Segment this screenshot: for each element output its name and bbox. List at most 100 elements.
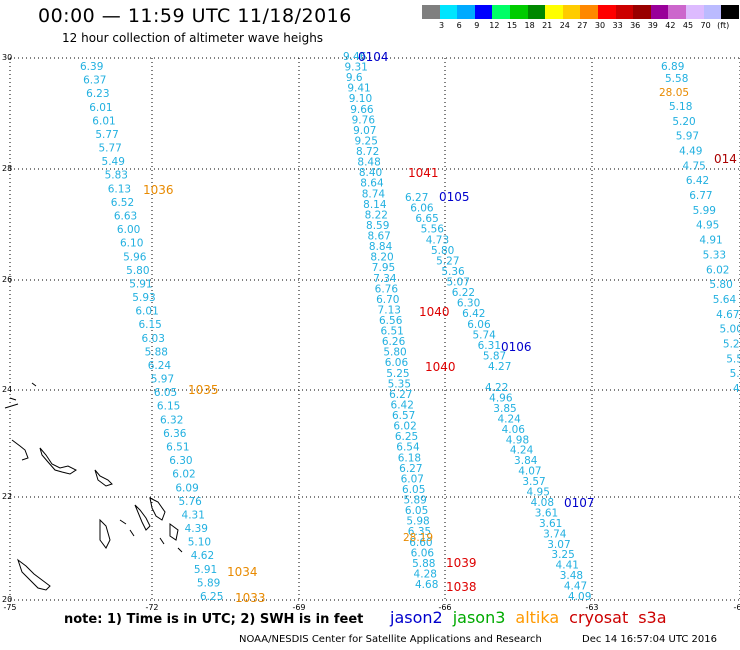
track2-value: 9.25 — [355, 135, 378, 147]
track2-value: 6.18 — [398, 452, 421, 464]
track2-value: 6.02 — [393, 421, 416, 433]
track2-value: 6.35 — [408, 526, 431, 538]
colorbar-cell — [439, 5, 458, 19]
track2-value: 5.35 — [388, 378, 411, 390]
track5-value: 5.97 — [676, 131, 699, 143]
track1-value: 4.31 — [182, 509, 205, 521]
track4-value: 4.98 — [506, 434, 529, 446]
track2-value: 6.60 — [409, 537, 432, 549]
colorbar-cell — [597, 5, 616, 19]
track5-value: 5.58 — [665, 73, 688, 85]
track2-value: 6.56 — [379, 315, 403, 327]
map-subtitle: 12 hour collection of altimeter wave hei… — [62, 31, 324, 45]
track3-value: 6.27 — [405, 192, 428, 204]
track4-value: 3.74 — [543, 528, 567, 540]
track5-value: 5.2 — [723, 338, 740, 350]
colorbar-label: 70 — [700, 21, 711, 30]
track2-value: 8.48 — [357, 157, 380, 169]
cycle-label-014: 014 — [714, 152, 737, 166]
lat-tick-label: 20 — [2, 595, 12, 604]
track2-value: 9.46 — [343, 51, 367, 63]
track5-value: 5.64 — [713, 294, 737, 306]
track1-value: 6.39 — [80, 61, 103, 73]
lat-lon-grid: 30 28 26 24 22 20-75 -72 -69 -66 -63 -60 — [2, 53, 740, 612]
legend-s3a: s3a — [638, 608, 667, 627]
track3-value: 6.06 — [410, 203, 434, 215]
map-title: 00:00 — 11:59 UTC 11/18/2016 — [38, 5, 352, 27]
lat-tick-label: 26 — [2, 275, 12, 284]
track1-value: 6.09 — [175, 482, 198, 494]
legend-jason3: jason3 — [452, 608, 506, 627]
track1-value: 6.13 — [108, 183, 131, 195]
track2-value: 5.25 — [386, 368, 409, 380]
track2-value: 6.06 — [411, 547, 435, 559]
colorbar-label: (ft) — [717, 21, 730, 30]
cycle-label-1034: 1034 — [227, 565, 258, 579]
track2-value: 6.27 — [389, 389, 412, 401]
track3-value: 6.42 — [462, 308, 485, 320]
colorbar-label: 3 — [439, 21, 445, 30]
colorbar-label: 30 — [594, 21, 606, 30]
track2-value: 8.67 — [367, 231, 390, 243]
track3-value: 6.22 — [452, 287, 475, 299]
color-scale-bar — [422, 5, 739, 19]
track2-value: 9.66 — [350, 104, 374, 116]
track4-value: 3.57 — [522, 476, 545, 488]
legend-altika: altika — [515, 608, 560, 627]
track4-value: 4.06 — [502, 424, 526, 436]
track5-value: 4.49 — [679, 146, 702, 158]
colorbar-cell — [492, 5, 510, 19]
track2-value: 7.95 — [372, 262, 395, 274]
track2-value: 4.68 — [415, 579, 438, 591]
track1-value: 6.36 — [163, 428, 187, 440]
track2-value-altika: 28.19 — [403, 532, 433, 544]
track5-value: 4.67 — [716, 309, 739, 321]
colorbar-label: 27 — [577, 21, 588, 30]
track1-value: 5.93 — [132, 292, 155, 304]
track2-value: 8.59 — [366, 220, 389, 232]
footer-note: note: 1) Time is in UTC; 2) SWH is in fe… — [64, 612, 364, 627]
track5-value: 6.89 — [661, 61, 684, 73]
track3-value: 5.80 — [431, 245, 454, 257]
track5-value: 4.75 — [682, 160, 705, 172]
cycle-label-1039: 1039 — [446, 556, 477, 570]
track5-value: 6.42 — [686, 175, 709, 187]
track1-value: 5.91 — [129, 278, 152, 290]
track2-value: 6.42 — [391, 399, 414, 411]
track2-value: 6.06 — [385, 357, 409, 369]
track3-value: 4.73 — [426, 234, 449, 246]
track2-value: 6.25 — [395, 431, 418, 443]
track1-value: 6.37 — [83, 75, 106, 87]
lon-tick-label: -66 — [438, 603, 451, 612]
lon-tick-label: -75 — [3, 603, 16, 612]
track4-value: 3.61 — [535, 507, 558, 519]
track1-value: 5.10 — [188, 537, 211, 549]
track1-value: 5.97 — [151, 374, 174, 386]
track1-value: 5.76 — [178, 496, 202, 508]
track2-value: 6.76 — [375, 283, 399, 295]
track2-value: 6.05 — [402, 484, 425, 496]
track4-value: 3.07 — [547, 539, 570, 551]
cycle-label-1040b: 1040 — [425, 360, 456, 374]
lon-tick-label: -60 — [733, 603, 740, 612]
track4-value: 4.41 — [556, 560, 579, 572]
track3-value: 6.06 — [467, 319, 491, 331]
cycle-label-0107: 0107 — [564, 496, 595, 510]
colorbar-cell — [615, 5, 634, 19]
track1-value: 5.89 — [197, 577, 220, 589]
track1-value: 6.01 — [135, 306, 158, 318]
lon-tick-label: -69 — [292, 603, 305, 612]
cycle-label-1040a: 1040 — [419, 305, 450, 319]
colorbar-cell — [668, 5, 686, 19]
track2-value: 9.41 — [347, 83, 370, 95]
track1-value: 6.23 — [86, 88, 109, 100]
cycle-label-0104: 0104 — [358, 50, 389, 64]
track1-value: 5.49 — [102, 156, 125, 168]
track1-value: 6.63 — [114, 210, 137, 222]
track1-value: 6.02 — [172, 469, 195, 481]
track1-value: 6.25 — [200, 591, 223, 603]
track2-value: 4.28 — [414, 568, 437, 580]
track2-value: 8.64 — [360, 178, 384, 190]
track1-value: 6.00 — [117, 224, 140, 236]
